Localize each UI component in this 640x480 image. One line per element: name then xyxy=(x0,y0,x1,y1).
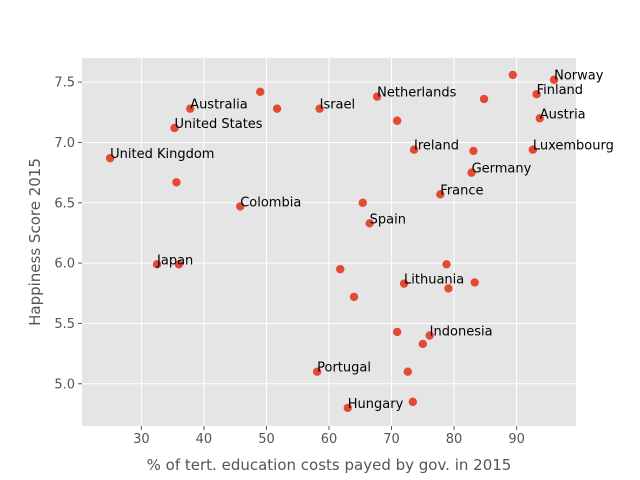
point-label: Australia xyxy=(190,98,248,113)
data-point xyxy=(436,190,445,199)
y-tick-label: 6.5 xyxy=(54,196,75,211)
point-label: France xyxy=(440,183,483,198)
data-point xyxy=(408,397,417,407)
y-tick-label: 6.0 xyxy=(54,257,75,272)
x-tick-label: 80 xyxy=(446,432,463,447)
point-label: United States xyxy=(175,117,263,132)
data-points xyxy=(105,70,559,413)
data-point xyxy=(528,145,538,154)
data-point xyxy=(403,367,412,376)
data-point xyxy=(372,92,382,101)
data-point xyxy=(392,327,402,337)
data-point xyxy=(315,104,324,113)
y-tick-label: 5.0 xyxy=(54,377,75,392)
point-label: Indonesia xyxy=(430,325,493,340)
data-point xyxy=(349,292,359,302)
data-point xyxy=(172,178,181,187)
point-label: Hungary xyxy=(348,397,404,412)
data-point xyxy=(365,219,374,228)
x-tick-label: 90 xyxy=(508,432,525,447)
grid-lines xyxy=(82,58,576,426)
data-point xyxy=(532,89,541,99)
point-label: Spain xyxy=(370,212,406,227)
tick-labels: 30 40 50 60 70 80 90 5.0 5.5 6.0 6.5 7.0 7.5 xyxy=(54,76,525,447)
data-point xyxy=(312,367,322,376)
data-point xyxy=(399,279,409,288)
data-point xyxy=(236,202,245,211)
y-axis-title: Happiness Score 2015 xyxy=(26,158,44,326)
data-point xyxy=(185,104,195,113)
data-point xyxy=(467,168,476,177)
data-point xyxy=(392,116,402,125)
point-label: United Kingdom xyxy=(110,147,214,162)
point-label: Israel xyxy=(320,98,356,113)
data-point xyxy=(508,70,518,80)
data-point xyxy=(256,87,265,96)
data-point xyxy=(418,339,427,349)
x-tick-label: 60 xyxy=(321,432,338,447)
point-label: Austria xyxy=(540,107,586,122)
y-tick-label: 7.0 xyxy=(54,136,75,151)
point-label: Japan xyxy=(156,253,193,268)
data-point xyxy=(170,123,179,133)
data-point xyxy=(470,278,479,287)
x-tick-label: 50 xyxy=(258,432,275,447)
data-point xyxy=(444,284,453,293)
data-point xyxy=(272,104,282,113)
x-tick-label: 70 xyxy=(383,432,400,447)
point-label: Finland xyxy=(537,83,583,98)
data-point xyxy=(336,264,345,274)
data-point xyxy=(105,153,115,163)
point-label: Colombia xyxy=(240,195,301,210)
point-label: Lithuania xyxy=(404,273,464,288)
point-label: Ireland xyxy=(414,139,459,154)
x-tick-label: 30 xyxy=(133,432,150,447)
point-label: Netherlands xyxy=(377,86,456,101)
data-point xyxy=(425,331,434,340)
x-tick-label: 40 xyxy=(196,432,213,447)
data-point xyxy=(535,114,544,123)
data-point xyxy=(409,145,419,154)
data-point xyxy=(442,260,451,269)
data-point xyxy=(469,146,478,156)
y-tick-label: 7.5 xyxy=(54,76,75,91)
data-point xyxy=(343,403,352,413)
data-point xyxy=(549,75,559,84)
point-label: Germany xyxy=(472,162,532,177)
data-point xyxy=(358,198,367,207)
y-tick-label: 5.5 xyxy=(54,317,75,332)
data-point xyxy=(479,94,489,104)
data-point xyxy=(152,260,162,269)
x-axis-title: % of tert. education costs payed by gov.… xyxy=(147,456,512,474)
point-label: Norway xyxy=(554,69,604,84)
data-point xyxy=(174,260,184,269)
point-label: Portugal xyxy=(317,361,371,376)
point-label: Luxembourg xyxy=(533,139,614,154)
